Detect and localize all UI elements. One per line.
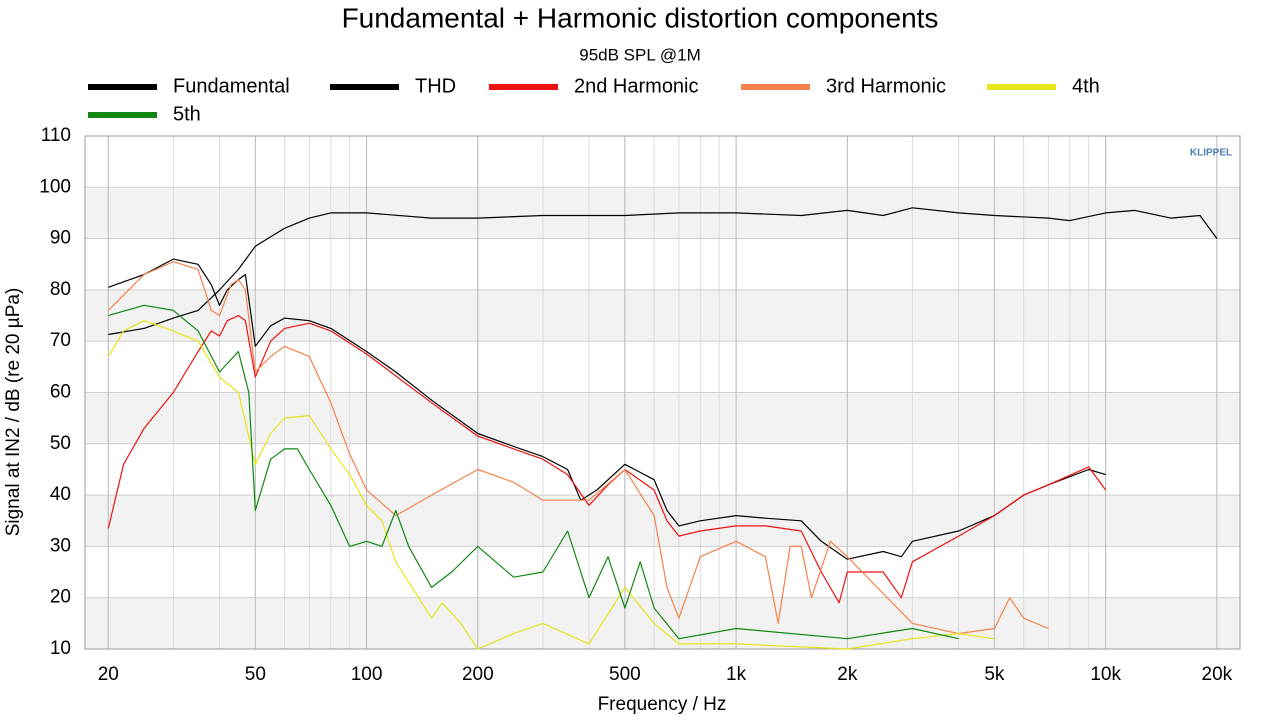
plot-frame <box>84 135 1241 650</box>
y-tick-label: 40 <box>50 484 71 505</box>
x-tick-label: 10k <box>1090 664 1121 685</box>
x-tick-label: 2k <box>837 664 858 685</box>
y-tick-label: 50 <box>50 433 71 454</box>
x-tick-label: 20 <box>98 664 119 685</box>
chart-subtitle: 95dB SPL @1M <box>579 45 701 64</box>
y-tick-label: 20 <box>50 587 71 608</box>
y-axis-label: Signal at IN2 / dB (re 20 µPa) <box>3 288 24 537</box>
chart-title: Fundamental + Harmonic distortion compon… <box>342 2 939 33</box>
y-tick-label: 30 <box>50 535 71 556</box>
y-tick-label: 80 <box>50 279 71 300</box>
series-line <box>108 207 1218 336</box>
x-tick-label: 100 <box>351 664 383 685</box>
y-tick-label: 10 <box>50 638 71 659</box>
grid-band <box>85 495 1240 547</box>
series-line <box>108 304 959 640</box>
legend-label: 3rd Harmonic <box>826 75 946 97</box>
x-axis-label: Frequency / Hz <box>598 694 727 715</box>
y-tick-label: 100 <box>39 176 71 197</box>
series-line <box>107 315 1107 604</box>
x-tick-label: 1k <box>726 664 747 685</box>
legend-label: 5th <box>173 103 201 125</box>
x-tick-label: 5k <box>984 664 1005 685</box>
grid-band <box>85 597 1240 649</box>
x-tick-label: 500 <box>609 664 641 685</box>
y-tick-label: 110 <box>41 125 71 146</box>
grid-band <box>85 187 1240 239</box>
grid-band <box>85 289 1240 342</box>
legend-label: Fundamental <box>173 75 290 97</box>
y-tick-label: 70 <box>50 330 71 351</box>
x-tick-label: 200 <box>462 664 494 685</box>
legend-label: 4th <box>1072 75 1100 97</box>
y-tick-label: 90 <box>50 228 71 249</box>
x-tick-label: 50 <box>245 664 266 685</box>
logo: KLIPPEL <box>1190 148 1232 159</box>
grid-band <box>85 392 1240 444</box>
legend-label: 2nd Harmonic <box>574 75 699 97</box>
y-tick-label: 60 <box>50 382 71 403</box>
series-line <box>107 261 1049 635</box>
series-line <box>107 320 995 650</box>
x-tick-label: 20k <box>1202 664 1233 685</box>
legend-label: THD <box>415 75 456 97</box>
